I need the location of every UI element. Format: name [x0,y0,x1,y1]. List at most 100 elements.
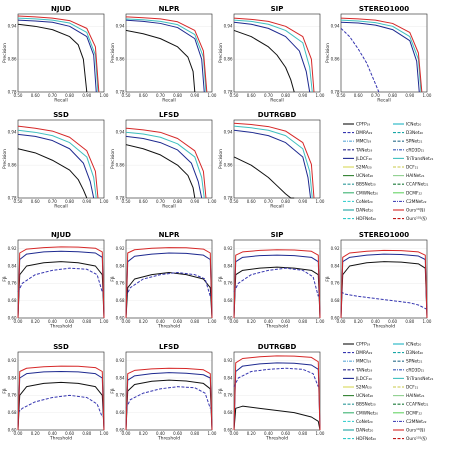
y-tick-label: 0.68 [331,298,340,303]
series-line [125,144,196,199]
x-tick-label: 1.00 [208,199,217,204]
x-tick-label: 0.50 [122,199,131,204]
series-line [17,250,105,319]
chart-panel: 0.00 0.20 0.40 0.60 0.80 1.00 0.60 0.68 0.76 0.84… [218,343,325,442]
x-tick-label: 0.60 [247,93,256,98]
series-line [17,17,99,93]
x-tick-label: 0.80 [388,93,397,98]
legend-label: UCNet₂₀ [356,393,373,399]
series-line [17,371,105,431]
series-line [340,249,428,319]
y-tick-label: 0.60 [8,315,17,320]
x-tick-label: 0.60 [354,93,363,98]
x-tick-label: 0.50 [230,199,239,204]
chart-title: SSD [53,343,69,351]
series-line [17,133,95,199]
chart-title: STEREO1000 [359,231,409,239]
y-tick-label: 0.84 [116,375,125,380]
series-line [233,156,295,199]
y-tick-label: 0.60 [331,315,340,320]
x-tick-label: 0.80 [281,199,290,204]
legend-label: cRD3D₂₁ [406,147,424,153]
series-line [17,381,105,431]
series-line [125,247,213,319]
plot-frame [340,239,428,319]
y-tick-label: 0.86 [8,57,17,62]
legend-pr: CPFP₁₉ ICNet₂₀ DMRA₁₉ D3Net₂₀ MMCI₁₉ SPNet₂₁ T… [343,122,434,222]
y-tick-label: 0.68 [116,410,125,415]
x-tick-label: 0.60 [388,319,397,324]
plot-frame [233,239,321,319]
chart-panel: 0.00 0.20 0.40 0.60 0.80 1.00 0.60 0.68 0.76 0.84… [218,231,325,330]
series-line [340,261,428,319]
chart-panel: 0.00 0.20 0.40 0.60 0.80 1.00 0.60 0.68 0.76 0.84… [2,231,109,330]
legend-label: D3Net₂₀ [406,130,423,136]
x-tick-label: 0.90 [190,93,199,98]
x-tick-label: 0.70 [156,93,165,98]
legend-label: CCAFNet₂₁ [406,182,429,188]
x-tick-label: 0.60 [173,431,182,436]
legend-label: CCAFNet₂₁ [406,402,429,408]
x-tick-label: 1.00 [423,319,432,324]
series-line [17,129,97,199]
y-tick-label: 0.92 [116,358,125,363]
series-line [233,254,321,319]
x-axis-label: Recall [54,98,67,104]
y-tick-label: 0.60 [116,427,125,432]
x-tick-label: 0.60 [65,431,74,436]
series-line [125,252,213,319]
x-tick-label: 0.60 [281,431,290,436]
series-line [340,28,380,93]
x-tick-label: 1.00 [100,199,109,204]
legend-label: ICNet₂₀ [406,122,422,128]
chart-title: LFSD [159,111,179,119]
legend-label: C2MNet₂₂ [406,199,427,205]
series-line [233,29,295,93]
x-tick-label: 0.50 [337,93,346,98]
x-tick-label: 1.00 [208,93,217,98]
chart-title: NLPR [159,231,180,239]
series-line [125,19,205,93]
chart-panel: 0.00 0.20 0.40 0.60 0.80 1.00 0.60 0.68 0.76 0.84… [110,343,217,442]
y-tick-label: 0.84 [8,375,17,380]
y-tick-label: 0.86 [8,163,17,168]
legend-label: CMWNet₂₀ [356,190,378,196]
y-axis-label: Fβ [325,276,331,282]
x-tick-label: 0.20 [31,431,40,436]
y-tick-label: 0.84 [116,263,125,268]
x-axis-label: Recall [270,98,283,104]
plot-frame [125,13,213,93]
legend-label: JLDCF₂₀ [355,376,372,382]
series-line [17,394,103,418]
y-axis-label: Fβ [2,388,8,394]
chart-panel: 0.50 0.60 0.70 0.80 0.90 1.00 0.78 0.86 0.94 LFSD… [110,111,217,210]
x-tick-label: 0.80 [173,199,182,204]
y-tick-label: 0.86 [331,57,340,62]
legend-label: CoNet₂₀ [356,199,373,205]
legend-label: HAINet₂₁ [406,393,425,399]
series-line [340,19,422,93]
y-tick-label: 0.68 [8,410,17,415]
legend-label: DMRA₁₉ [356,130,372,136]
series-line [233,367,319,387]
x-tick-label: 0.00 [14,431,23,436]
legend-label: D3Net₂₀ [406,350,423,356]
x-axis-label: Threshold [265,324,288,330]
plot-frame [17,239,105,319]
y-tick-label: 0.68 [8,298,17,303]
legend-label: Ours¹⁰¹(§) [406,436,427,442]
plot-frame [233,13,321,93]
y-tick-label: 0.76 [116,393,125,398]
legend-label: MMCI₁₉ [356,359,371,365]
series-line [340,17,423,93]
x-axis-label: Threshold [49,324,72,330]
y-axis-label: Precision [110,149,116,169]
chart-title: NJUD [51,231,71,239]
x-tick-label: 1.00 [423,93,432,98]
x-axis-label: Threshold [265,436,288,442]
y-tick-label: 0.76 [8,281,17,286]
chart-panel: 0.50 0.60 0.70 0.80 0.90 1.00 0.78 0.86 0.94 STER… [325,5,432,104]
x-tick-label: 1.00 [208,431,217,436]
x-tick-label: 0.70 [264,199,273,204]
legend-label: SPNet₂₁ [406,359,423,365]
